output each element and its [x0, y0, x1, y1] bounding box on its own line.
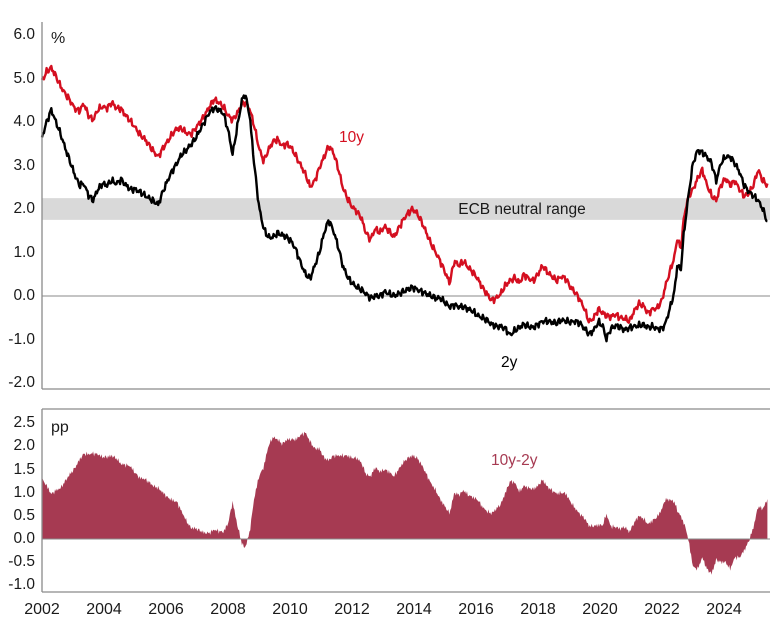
ecb-neutral-band [42, 198, 770, 220]
2y-line [40, 94, 768, 343]
spread-area [42, 431, 768, 575]
10y-line [40, 64, 769, 324]
